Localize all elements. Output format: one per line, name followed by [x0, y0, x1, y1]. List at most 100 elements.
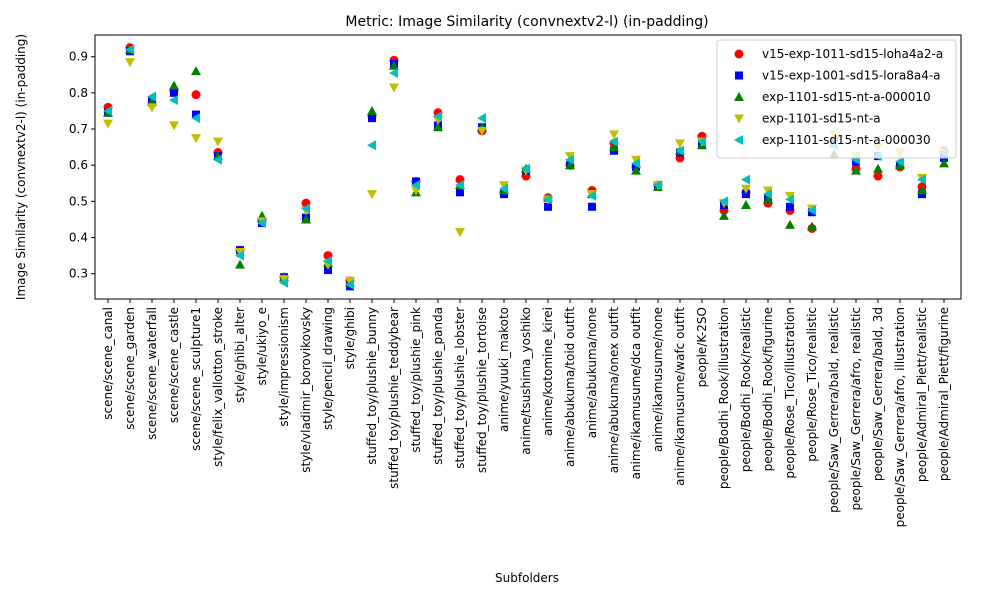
data-point	[873, 171, 883, 181]
x-tick-label: style/impressionism	[277, 307, 291, 427]
x-tick-label: scene/scene_sculpture1	[189, 307, 203, 451]
data-point	[257, 218, 266, 229]
x-tick-label: scene/scene_waterfall	[145, 307, 159, 440]
data-point	[939, 158, 949, 168]
data-point	[895, 156, 904, 167]
data-point	[807, 221, 817, 231]
legend-marker	[734, 92, 744, 101]
data-point	[368, 114, 376, 123]
data-point	[389, 83, 399, 93]
data-point	[565, 152, 575, 162]
data-point	[653, 180, 662, 191]
data-point	[477, 113, 486, 124]
data-point	[587, 190, 596, 201]
data-point	[125, 44, 134, 55]
x-tick-label: people/Saw_Gerrera/afro, realistic	[849, 307, 863, 510]
data-point	[192, 110, 200, 119]
data-point	[741, 184, 751, 194]
y-tick-label: 0.4	[69, 231, 88, 245]
y-axis-ticks: 0.3 0.4 0.5 0.6 0.7 0.8 0.9	[69, 50, 95, 281]
legend-entry: exp-1101-sd15-nt-a-000010	[734, 90, 931, 104]
x-tick-label: style/felix_vallotton_stroke	[211, 307, 225, 467]
x-tick-label: style/vladimir_borovikovsky	[299, 307, 313, 473]
x-tick-label: anime/abukuma/toid outfit	[563, 307, 577, 467]
data-point	[499, 181, 509, 191]
data-point	[544, 202, 552, 211]
x-tick-label: people/Bodhi_Rook/figurine	[761, 307, 775, 471]
data-point	[301, 203, 310, 214]
legend-label: exp-1101-sd15-nt-a-000030	[762, 133, 931, 147]
x-tick-label: anime/abukuma/none	[585, 307, 599, 438]
data-point	[565, 154, 574, 165]
x-tick-label: people/Bodhi_Rook/realistic	[739, 307, 753, 472]
legend-entry: exp-1101-sd15-nt-a	[734, 112, 881, 126]
y-tick-label: 0.3	[69, 267, 88, 281]
x-tick-label: anime/yuuki_makoto	[497, 307, 511, 432]
data-point	[719, 210, 729, 220]
data-point	[917, 185, 927, 195]
x-tick-label: anime/ikamusume/wafc outfit	[673, 307, 687, 486]
x-tick-label: stuffed_toy/plushie_bunny	[365, 307, 379, 465]
data-point	[631, 158, 640, 169]
data-point	[191, 66, 201, 76]
y-tick-label: 0.8	[69, 86, 88, 100]
data-point	[499, 183, 508, 194]
x-tick-label: style/ghibi	[343, 307, 357, 369]
data-point	[609, 142, 619, 152]
legend-marker	[734, 114, 744, 124]
x-tick-label: stuffed_toy/plushie_lobster	[453, 307, 467, 469]
data-point	[543, 194, 552, 205]
data-point	[785, 219, 795, 229]
data-point	[609, 136, 618, 147]
data-point	[455, 228, 465, 238]
x-tick-label: people/Saw_Gerrera/afro, illustration	[893, 307, 907, 527]
data-point	[477, 126, 487, 136]
data-point	[103, 119, 113, 129]
data-point	[235, 247, 245, 257]
data-point	[741, 174, 750, 185]
x-tick-label: people/K-2SO	[695, 307, 709, 387]
data-point	[125, 58, 135, 68]
data-point	[719, 196, 728, 207]
data-point	[213, 137, 223, 147]
data-point	[588, 202, 596, 211]
data-point	[609, 130, 619, 140]
data-point	[389, 60, 399, 70]
x-axis-label: Subfolders	[495, 571, 559, 585]
data-point	[324, 266, 332, 275]
x-tick-label: people/Rose_Tico/realistic	[805, 307, 819, 462]
x-tick-label: anime/abukuma/onex outfit	[607, 307, 621, 474]
data-point	[323, 256, 332, 267]
data-point	[191, 90, 201, 100]
data-point	[807, 205, 816, 216]
data-point	[455, 180, 464, 191]
x-tick-label: style/pencil_drawing	[321, 307, 335, 430]
data-point	[697, 136, 706, 147]
data-point	[786, 202, 794, 211]
legend-entry: exp-1101-sd15-nt-a-000030	[734, 133, 931, 147]
y-tick-label: 0.6	[69, 158, 88, 172]
x-axis-ticks: scene/scene_canal scene/scene_garden scene…	[101, 299, 951, 527]
x-tick-label: stuffed_toy/plushie_pink	[409, 307, 423, 453]
data-point	[873, 163, 883, 173]
legend: v15-exp-1011-sd15-loha4a2-a v15-exp-1001-…	[716, 39, 957, 159]
x-tick-label: stuffed_toy/plushie_panda	[431, 307, 445, 465]
data-point	[412, 177, 420, 186]
data-point	[763, 194, 773, 204]
legend-marker	[734, 135, 743, 145]
x-tick-label: stuffed_toy/plushie_teddybear	[387, 307, 401, 489]
data-point	[763, 189, 772, 200]
x-tick-label: anime/tsushima_yoshiko	[519, 307, 533, 455]
data-point	[785, 194, 794, 205]
legend-label: v15-exp-1011-sd15-loha4a2-a	[762, 47, 943, 61]
data-point	[169, 80, 179, 90]
y-tick-label: 0.5	[69, 194, 88, 208]
data-point	[411, 180, 420, 191]
data-point	[521, 163, 530, 174]
legend-box	[716, 39, 957, 159]
data-point	[433, 111, 442, 122]
data-point	[675, 139, 685, 149]
data-point	[917, 174, 926, 185]
